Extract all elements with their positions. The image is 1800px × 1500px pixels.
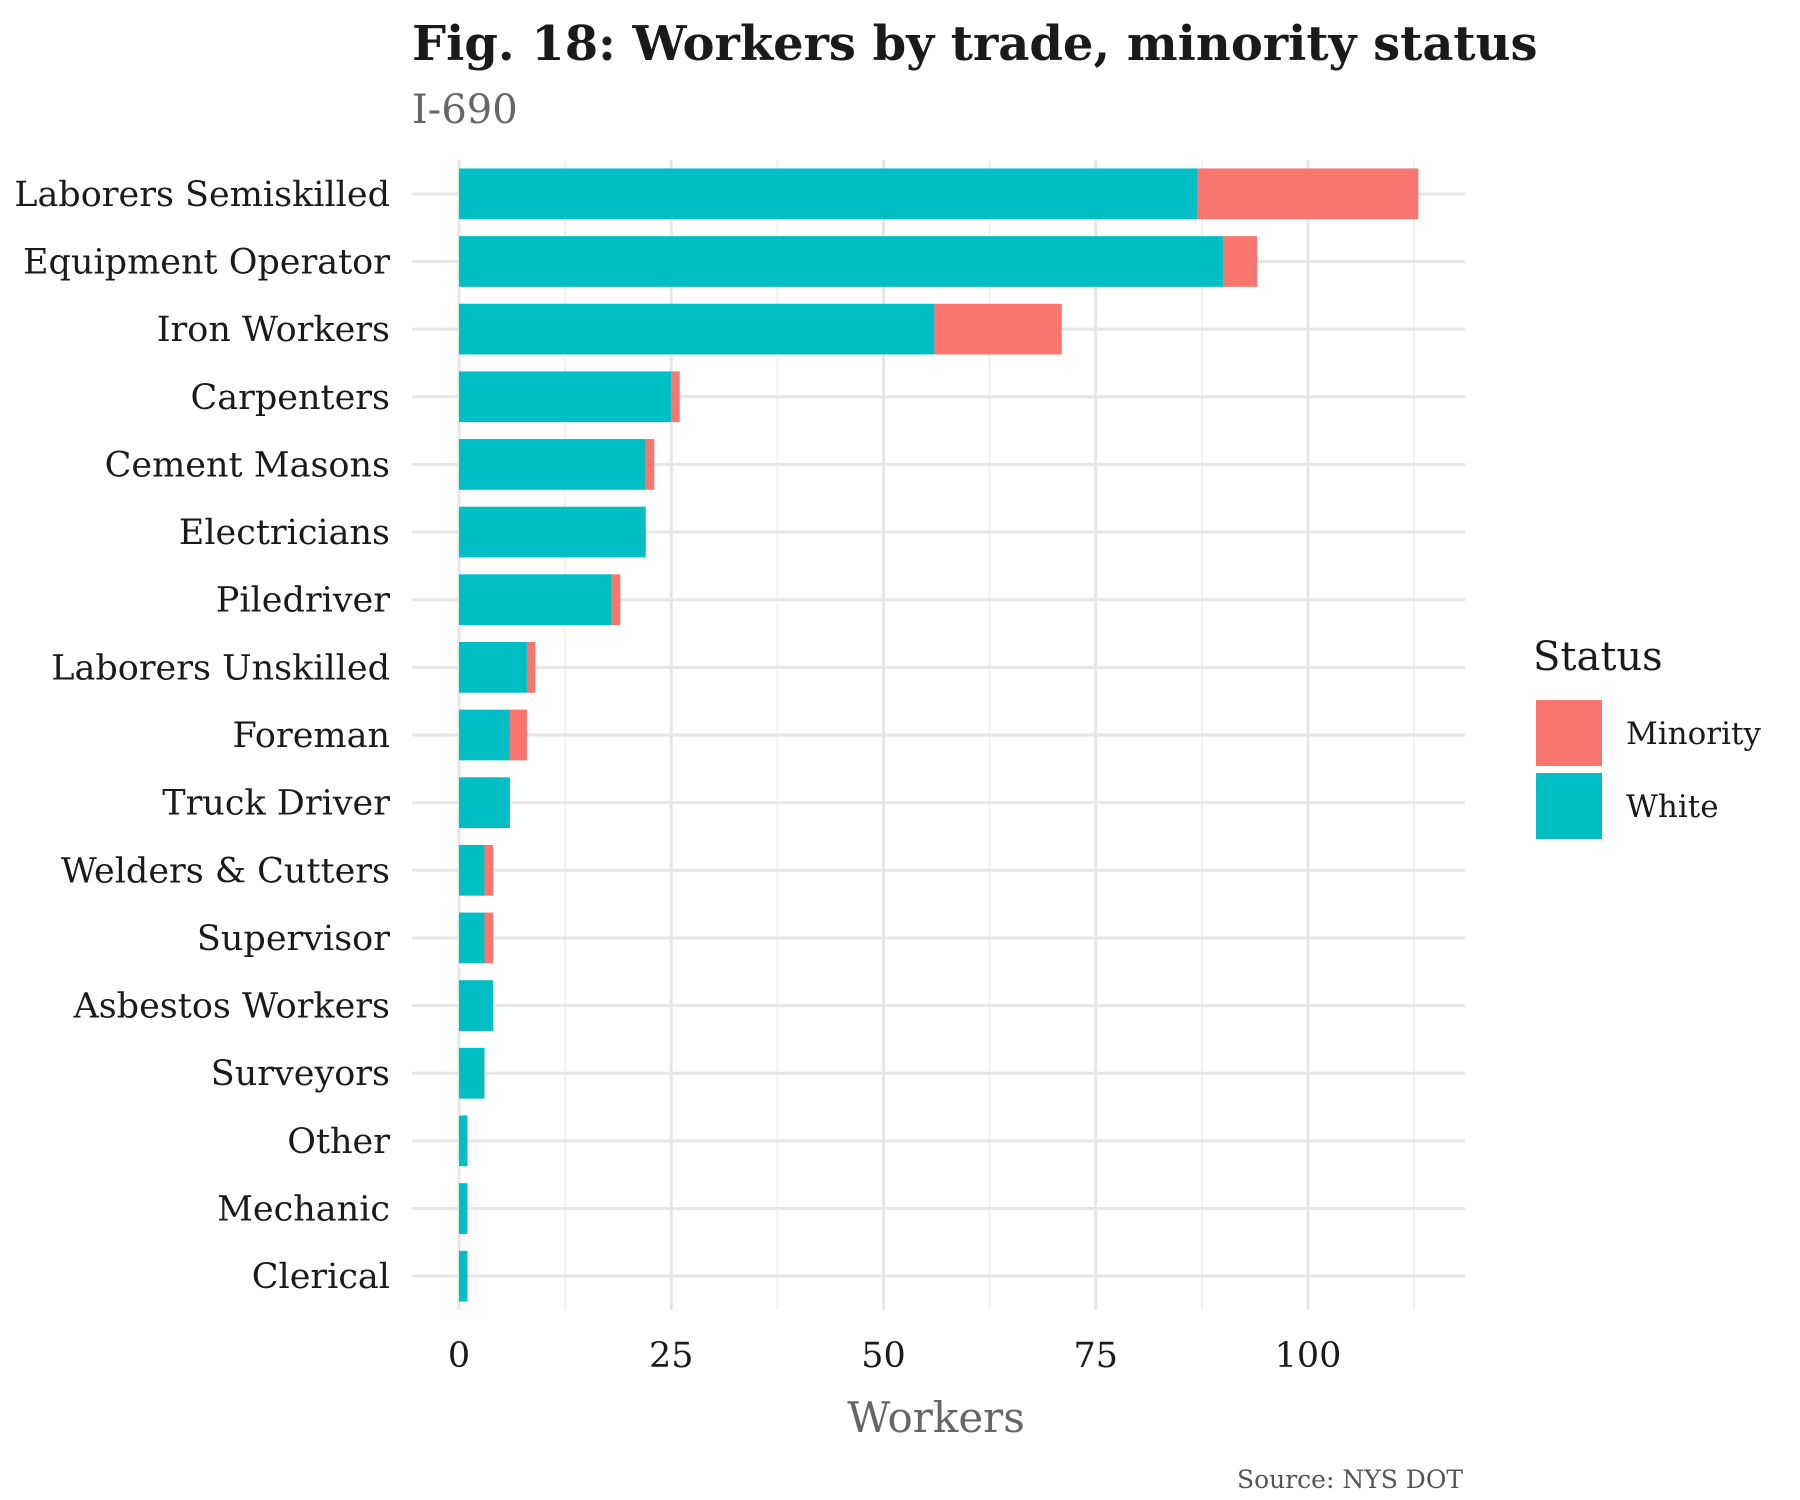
bar-minority xyxy=(611,574,621,626)
category-label: Iron Workers xyxy=(157,310,390,350)
x-axis-title: Workers xyxy=(847,1393,1025,1442)
bar-white xyxy=(459,1183,468,1234)
category-labels: Laborers Semiskilled Equipment Operator Ir… xyxy=(14,175,390,1297)
category-label: Welders & Cutters xyxy=(61,851,390,891)
bar-white xyxy=(459,236,1224,287)
x-tick-label: 0 xyxy=(448,1336,470,1376)
bar-minority xyxy=(509,709,527,761)
category-label: Supervisor xyxy=(197,919,390,959)
bar-white xyxy=(459,168,1198,220)
bar-white xyxy=(459,641,527,693)
legend-title: Status xyxy=(1533,634,1663,680)
bar-white xyxy=(459,844,485,896)
category-label: Clerical xyxy=(252,1257,390,1297)
category-label: Carpenters xyxy=(190,378,390,418)
bar-white xyxy=(459,1047,485,1099)
bar-white xyxy=(459,709,510,761)
category-label: Equipment Operator xyxy=(23,242,390,282)
bar-white xyxy=(459,912,485,964)
bars xyxy=(459,168,1419,1302)
bar-minority xyxy=(671,371,680,423)
chart-title: Fig. 18: Workers by trade, minority stat… xyxy=(412,16,1538,72)
chart-subtitle: I-690 xyxy=(412,87,518,133)
bar-minority xyxy=(484,912,493,964)
category-label: Laborers Unskilled xyxy=(51,648,390,688)
x-tick-label: 25 xyxy=(649,1336,694,1376)
category-label: Laborers Semiskilled xyxy=(14,175,390,215)
bar-white xyxy=(459,574,612,626)
category-label: Foreman xyxy=(233,716,390,756)
bar-white xyxy=(459,439,646,490)
bar-minority xyxy=(934,303,1062,355)
bar-white xyxy=(459,303,935,355)
bar-white xyxy=(459,777,510,829)
bar-minority xyxy=(484,844,493,896)
bar-white xyxy=(459,1115,468,1167)
legend-swatch xyxy=(1536,773,1602,839)
category-label: Piledriver xyxy=(216,581,390,621)
legend-label: White xyxy=(1626,789,1719,825)
category-label: Electricians xyxy=(179,513,390,553)
category-label: Surveyors xyxy=(211,1054,390,1094)
bar-white xyxy=(459,980,493,1031)
legend: Minority White xyxy=(1536,700,1761,839)
x-tick-label: 100 xyxy=(1275,1336,1342,1376)
x-tick-label: 50 xyxy=(861,1336,906,1376)
legend-swatch xyxy=(1536,700,1602,766)
category-label: Other xyxy=(287,1122,390,1162)
x-tick-label: 75 xyxy=(1073,1336,1118,1376)
bar-white xyxy=(459,371,672,423)
x-tick-labels: 0 25 50 75 100 xyxy=(448,1336,1342,1376)
category-label: Mechanic xyxy=(217,1190,390,1230)
bar-white xyxy=(459,506,646,558)
bar-minority xyxy=(1197,168,1419,220)
caption: Source: NYS DOT xyxy=(1237,1465,1463,1494)
category-label: Cement Masons xyxy=(105,445,390,485)
bar-minority xyxy=(526,641,536,693)
legend-label: Minority xyxy=(1626,716,1761,752)
category-label: Truck Driver xyxy=(162,784,390,824)
category-label: Asbestos Workers xyxy=(72,987,390,1027)
bar-minority xyxy=(1223,236,1258,287)
bar-minority xyxy=(645,439,655,490)
bar-white xyxy=(459,1250,468,1302)
